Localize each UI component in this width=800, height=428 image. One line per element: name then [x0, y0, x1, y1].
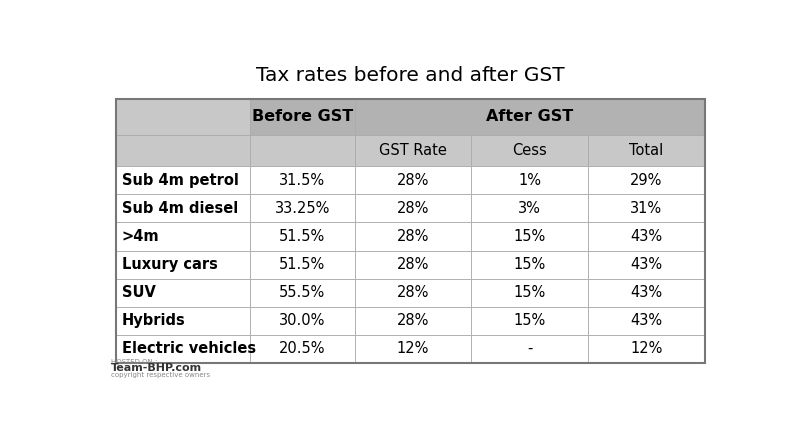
Bar	[115, 250, 250, 279]
Bar	[354, 279, 471, 307]
Text: 28%: 28%	[397, 201, 429, 216]
Bar	[588, 194, 705, 223]
Bar	[354, 307, 471, 335]
Bar	[588, 135, 705, 166]
Bar	[471, 194, 588, 223]
Bar	[354, 223, 471, 250]
Bar	[588, 223, 705, 250]
Bar	[250, 250, 354, 279]
Bar	[115, 99, 705, 363]
Text: 1%: 1%	[518, 173, 541, 188]
Bar	[354, 99, 705, 135]
Text: 15%: 15%	[514, 285, 546, 300]
Text: 28%: 28%	[397, 257, 429, 272]
Bar	[471, 166, 588, 194]
Bar	[588, 250, 705, 279]
Text: 15%: 15%	[514, 229, 546, 244]
Bar	[354, 250, 471, 279]
Bar	[250, 279, 354, 307]
Text: 31%: 31%	[630, 201, 662, 216]
Text: Total: Total	[629, 143, 663, 158]
Text: 15%: 15%	[514, 257, 546, 272]
Bar	[588, 335, 705, 363]
Bar	[115, 99, 250, 135]
Text: Luxury cars: Luxury cars	[122, 257, 218, 272]
Text: Sub 4m petrol: Sub 4m petrol	[122, 173, 238, 188]
Text: SUV: SUV	[122, 285, 155, 300]
Bar	[115, 194, 250, 223]
Bar	[115, 335, 250, 363]
Bar	[471, 279, 588, 307]
Text: GST Rate: GST Rate	[379, 143, 447, 158]
Bar	[115, 279, 250, 307]
Bar	[250, 335, 354, 363]
Text: 12%: 12%	[630, 341, 662, 356]
Bar	[250, 223, 354, 250]
Text: Team-BHP.com: Team-BHP.com	[111, 363, 202, 373]
Bar	[115, 223, 250, 250]
Text: Hybrids: Hybrids	[122, 313, 186, 328]
Bar	[588, 307, 705, 335]
Text: Before GST: Before GST	[251, 110, 353, 125]
Bar	[250, 194, 354, 223]
Bar	[354, 335, 471, 363]
Text: copyright respective owners: copyright respective owners	[111, 372, 210, 378]
Text: 43%: 43%	[630, 229, 662, 244]
Text: 15%: 15%	[514, 313, 546, 328]
Text: Cess: Cess	[512, 143, 547, 158]
Text: HOSTED ON :: HOSTED ON :	[111, 359, 158, 365]
Bar	[471, 307, 588, 335]
Text: 29%: 29%	[630, 173, 662, 188]
Text: -: -	[527, 341, 532, 356]
Bar	[250, 307, 354, 335]
Bar	[250, 99, 354, 135]
Bar	[588, 166, 705, 194]
Bar	[471, 250, 588, 279]
Text: 20.5%: 20.5%	[279, 341, 326, 356]
Text: 28%: 28%	[397, 173, 429, 188]
Text: Tax rates before and after GST: Tax rates before and after GST	[256, 66, 564, 85]
Text: 28%: 28%	[397, 285, 429, 300]
Text: 28%: 28%	[397, 313, 429, 328]
Bar	[115, 307, 250, 335]
Bar	[115, 166, 250, 194]
Bar	[471, 223, 588, 250]
Bar	[588, 279, 705, 307]
Text: After GST: After GST	[486, 110, 573, 125]
Bar	[354, 135, 471, 166]
Text: 43%: 43%	[630, 257, 662, 272]
Bar	[115, 135, 250, 166]
Text: 55.5%: 55.5%	[279, 285, 326, 300]
Text: 3%: 3%	[518, 201, 541, 216]
Text: 28%: 28%	[397, 229, 429, 244]
Text: Electric vehicles: Electric vehicles	[122, 341, 256, 356]
Text: 31.5%: 31.5%	[279, 173, 326, 188]
Text: 43%: 43%	[630, 285, 662, 300]
Bar	[471, 135, 588, 166]
Bar	[250, 135, 354, 166]
Text: 12%: 12%	[397, 341, 429, 356]
Bar	[471, 335, 588, 363]
Text: 43%: 43%	[630, 313, 662, 328]
Text: 30.0%: 30.0%	[279, 313, 326, 328]
Bar	[354, 166, 471, 194]
Text: 51.5%: 51.5%	[279, 229, 326, 244]
Text: 33.25%: 33.25%	[274, 201, 330, 216]
Text: 51.5%: 51.5%	[279, 257, 326, 272]
Bar	[250, 166, 354, 194]
Text: Sub 4m diesel: Sub 4m diesel	[122, 201, 238, 216]
Bar	[354, 194, 471, 223]
Text: >4m: >4m	[122, 229, 159, 244]
